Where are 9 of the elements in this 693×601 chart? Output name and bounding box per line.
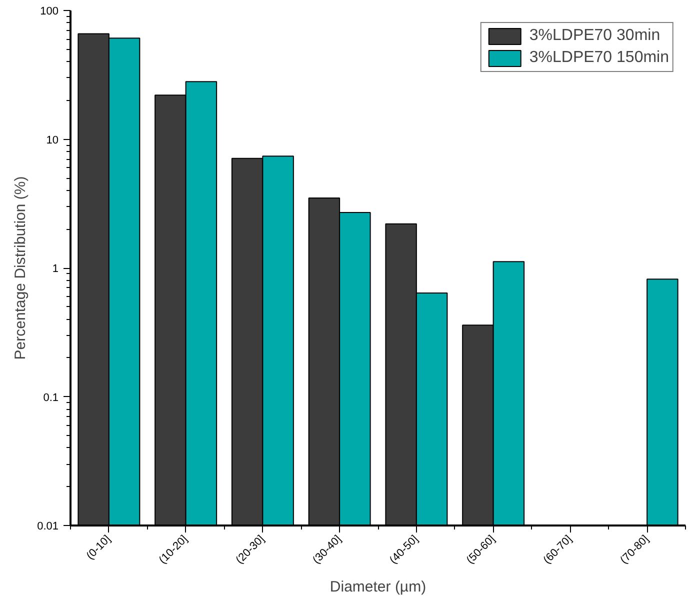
y-tick-label: 0.01 [37,520,59,532]
y-axis-title: Percentage Distribution (%) [12,176,30,360]
legend-label: 3%LDPE70 30min [529,27,660,45]
legend-label: 3%LDPE70 150min [529,49,669,67]
x-axis-title: Diameter (µm) [330,578,426,596]
y-tick-label: 0.1 [43,392,59,404]
y-tick-label: 100 [40,6,59,18]
y-tick-label: 1 [52,263,59,275]
y-tick-label: 10 [46,134,59,146]
